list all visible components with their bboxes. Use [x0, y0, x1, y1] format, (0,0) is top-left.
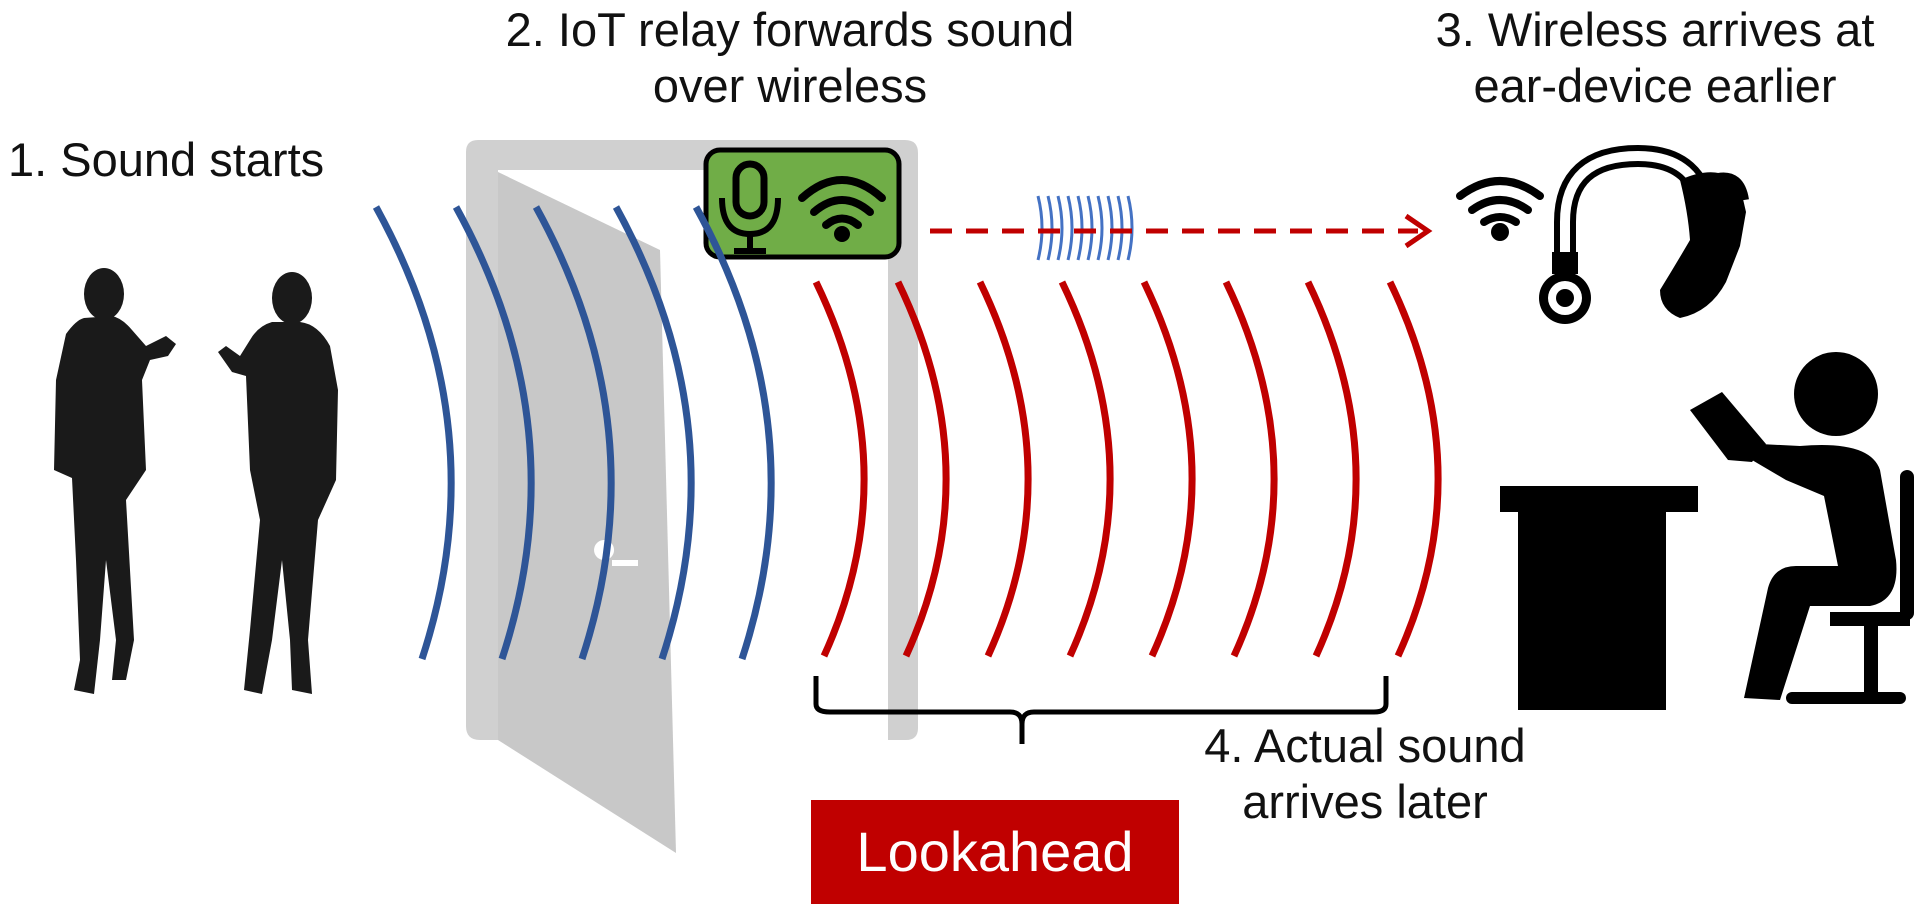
red-wave [812, 280, 868, 658]
red-wave [1386, 280, 1442, 658]
wireless-path-arrow [930, 213, 1433, 249]
microphone-icon [719, 160, 781, 254]
step3-label-line1: 3. Wireless arrives at [1435, 3, 1875, 56]
lookahead-brace [813, 676, 1389, 744]
step1-label: 1. Sound starts [8, 133, 325, 186]
step4-label: 4. Actual sound arrives later [1170, 718, 1560, 830]
red-wave [1058, 280, 1114, 658]
red-wave [894, 280, 950, 658]
blue-wave [452, 205, 535, 661]
wifi-icon [798, 176, 886, 242]
lookahead-label: Lookahead [856, 820, 1134, 883]
person-at-desk-icon [1500, 352, 1914, 710]
blue-wave [612, 205, 695, 661]
acoustic-sound-waves [812, 280, 1442, 658]
wireless-signal-burst [1036, 195, 1134, 261]
red-wave [1304, 280, 1360, 658]
step2-label: 2. IoT relay forwards sound over wireles… [470, 2, 1110, 114]
lookahead-badge: Lookahead [811, 800, 1179, 904]
headphones-icon [1539, 144, 1749, 324]
wifi-icon [1456, 177, 1544, 241]
speaker-left-silhouette [54, 268, 176, 694]
step3-label-line2: ear-device earlier [1473, 59, 1837, 112]
speaker-right-silhouette [218, 272, 338, 694]
blue-wave [532, 205, 615, 661]
step3-label: 3. Wireless arrives at ear-device earlie… [1395, 2, 1915, 114]
talking-people-icon [54, 268, 338, 694]
step2-label-line2: over wireless [652, 59, 928, 112]
red-wave [976, 280, 1032, 658]
step4-label-line1: 4. Actual sound [1204, 719, 1526, 772]
wireless-sound-waves [372, 205, 775, 661]
red-wave [1140, 280, 1196, 658]
red-wave [1222, 280, 1278, 658]
step2-label-line1: 2. IoT relay forwards sound [505, 3, 1075, 56]
blue-wave [372, 205, 455, 661]
step4-label-line2: arrives later [1242, 775, 1488, 828]
blue-wave [692, 205, 775, 661]
iot-relay-device [703, 147, 902, 260]
